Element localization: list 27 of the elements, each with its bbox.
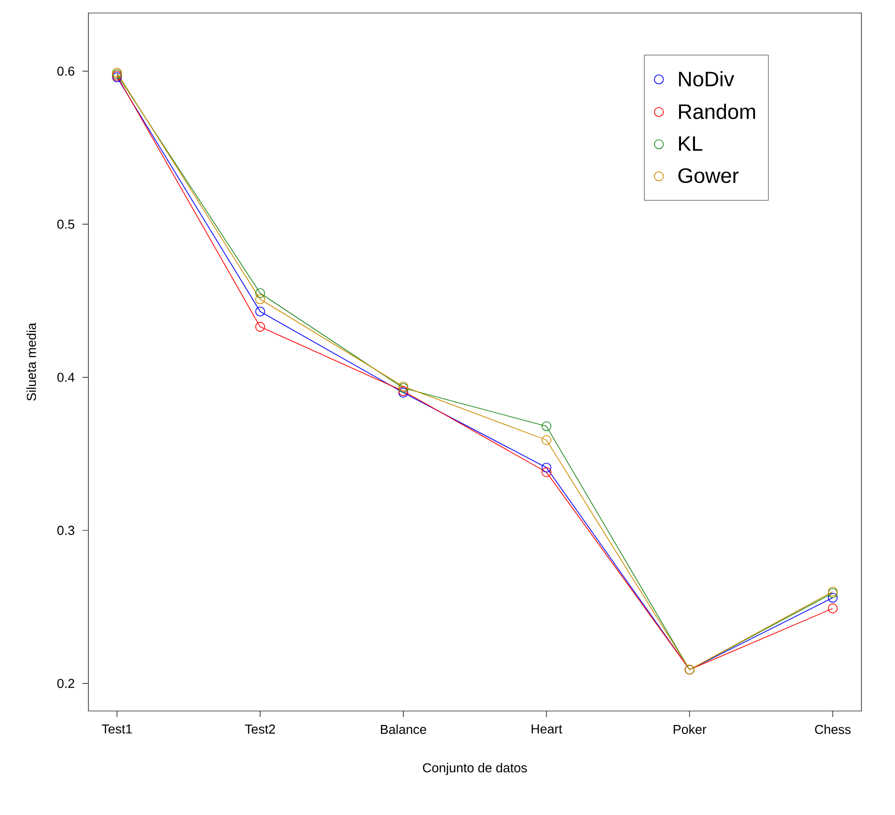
legend-label: KL xyxy=(679,136,702,151)
y-tick-label: 0.2 xyxy=(57,678,74,688)
point xyxy=(542,435,552,445)
y-axis-title: Silueta media xyxy=(26,322,36,401)
point xyxy=(828,604,838,614)
legend-label: NoDiv xyxy=(679,71,734,86)
point xyxy=(542,421,552,432)
x-tick-label: Poker xyxy=(674,724,706,734)
y-tick-label: 0.6 xyxy=(57,66,74,76)
point xyxy=(255,288,266,298)
x-tick-label: Heart xyxy=(532,724,562,734)
y-tick-label: 0.3 xyxy=(57,526,74,535)
point xyxy=(255,294,266,304)
point xyxy=(255,322,266,332)
point xyxy=(542,467,552,478)
legend-label: Random xyxy=(679,104,756,120)
x-axis-title: Conjunto de datos xyxy=(422,762,527,775)
y-tick-label: 0.4 xyxy=(57,372,74,382)
x-tick-label: Test1 xyxy=(102,724,132,734)
legend-label: Gower xyxy=(678,168,739,184)
point xyxy=(828,592,838,603)
point xyxy=(255,306,266,316)
y-tick-label: 0.5 xyxy=(57,220,74,229)
x-tick-label: Test2 xyxy=(244,724,275,734)
point xyxy=(542,462,552,473)
x-tick-label: Balance xyxy=(380,724,426,734)
x-tick-label: Chess xyxy=(815,724,851,734)
